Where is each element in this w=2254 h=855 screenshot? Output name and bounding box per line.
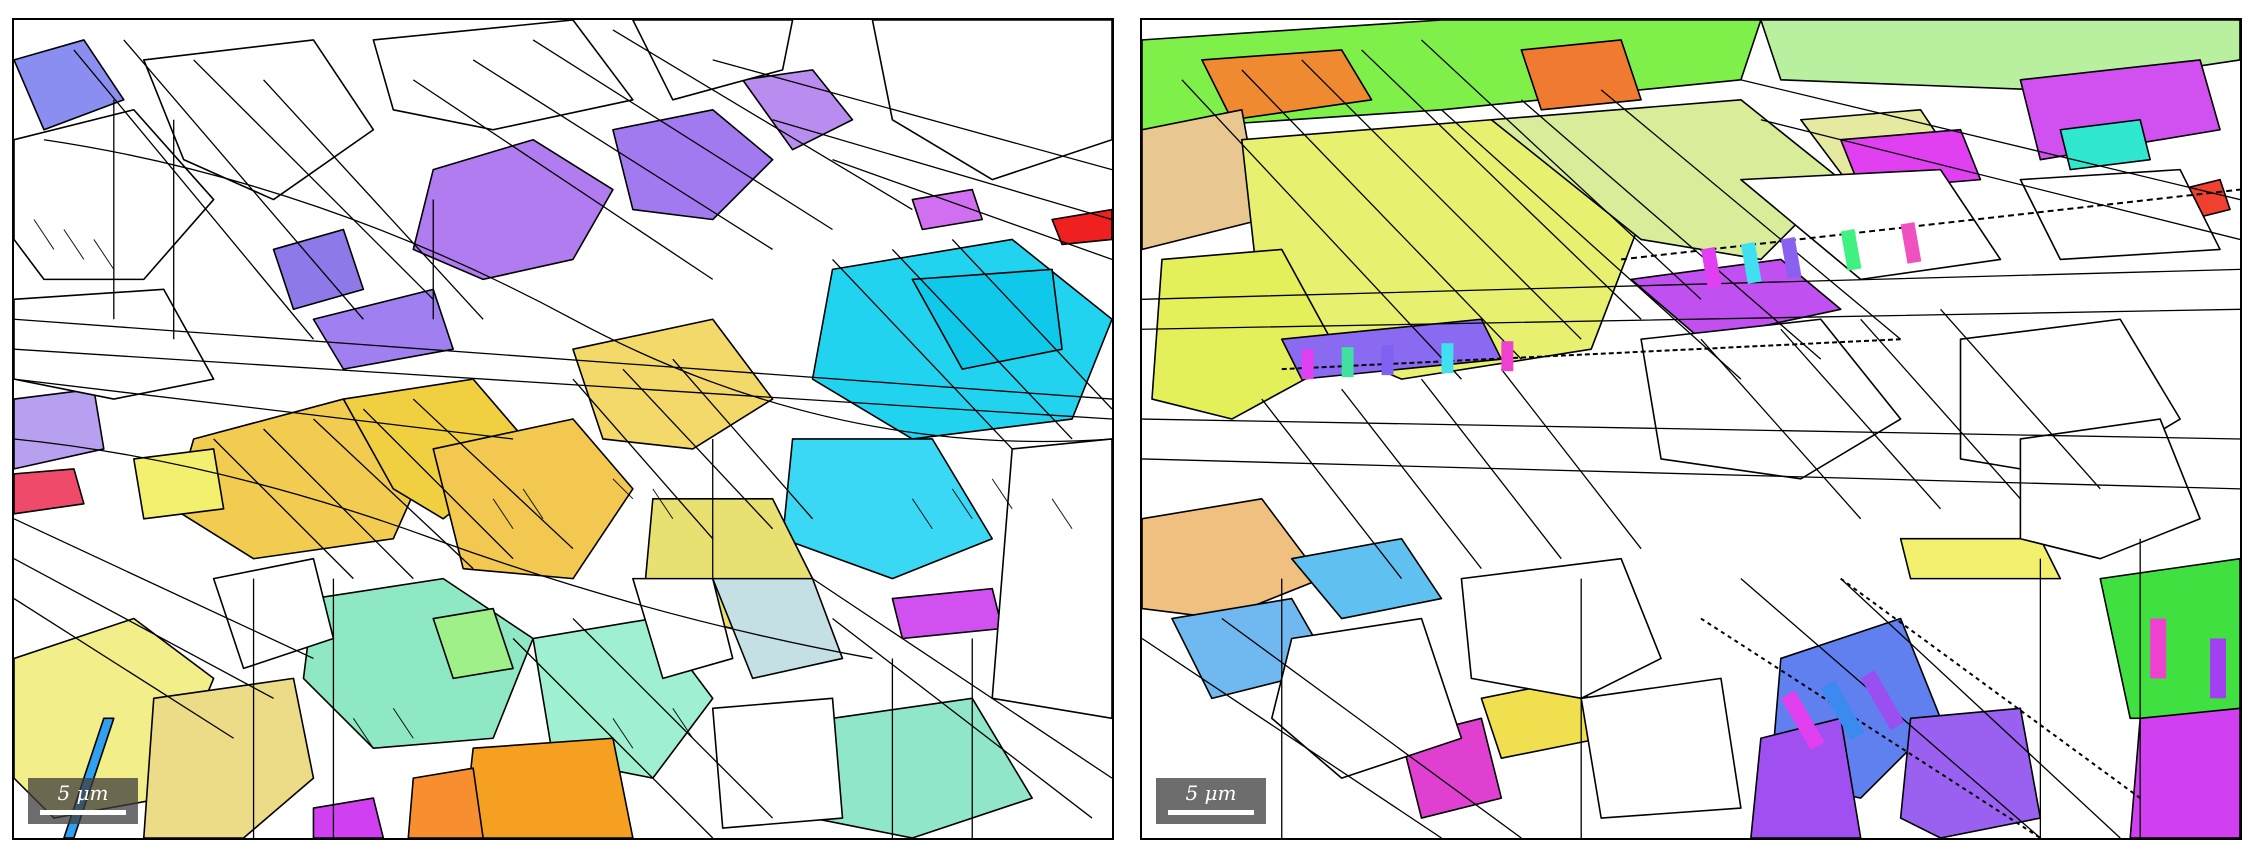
grain [911, 188, 984, 231]
grain [312, 288, 454, 370]
grain [14, 388, 105, 470]
grain [462, 737, 634, 838]
grain [871, 20, 1112, 181]
grain [14, 468, 85, 515]
lamella [1501, 341, 1514, 372]
scale-bar-label: 5 μm [1185, 781, 1237, 805]
grain [407, 767, 484, 838]
lamella [2150, 618, 2167, 679]
grain [891, 587, 1003, 640]
grain [1899, 537, 2062, 580]
scale-bar-line [1168, 810, 1254, 815]
grain [2019, 418, 2201, 560]
scale-bar: 5 μm [28, 778, 138, 824]
grain [991, 438, 1112, 720]
scale-bar: 5 μm [1156, 778, 1266, 824]
grain [2059, 118, 2151, 171]
lamella [1820, 680, 1865, 741]
grain-map-right [1142, 20, 2240, 838]
scale-bar-line [40, 810, 126, 815]
grain [1051, 208, 1112, 246]
lamella [1780, 690, 1825, 751]
grain [1740, 168, 2002, 281]
lamella [1860, 670, 1905, 731]
lamella [1740, 242, 1762, 284]
grain [1290, 537, 1443, 620]
grain [1142, 498, 1323, 620]
lamella [2180, 628, 2197, 689]
grain [711, 697, 844, 829]
grain [632, 577, 734, 680]
grain [781, 438, 994, 580]
grain [1520, 39, 1642, 111]
grain [1142, 108, 1263, 251]
grain [1640, 318, 1902, 480]
grain [1460, 557, 1662, 700]
grain-map-left [14, 20, 1112, 838]
grain [1899, 707, 2042, 838]
grain [372, 20, 634, 131]
lamella [2210, 638, 2227, 699]
grain [312, 797, 385, 838]
lamella [1900, 222, 1922, 264]
grain [412, 138, 614, 281]
grain [612, 108, 774, 221]
grain [432, 607, 514, 680]
lamella [1780, 237, 1802, 279]
lamella [1700, 247, 1722, 289]
grain [1270, 617, 1463, 779]
grain [711, 577, 844, 680]
grain [14, 288, 215, 400]
lamella [1301, 349, 1314, 380]
grain [2129, 707, 2240, 838]
grain [911, 268, 1063, 370]
lamella [1441, 343, 1454, 374]
grain [272, 228, 365, 311]
grain [811, 697, 1033, 838]
grain [1580, 677, 1742, 819]
lamella [1840, 229, 1862, 271]
lamella [1381, 345, 1394, 376]
grain [14, 39, 125, 131]
grain [572, 318, 774, 450]
grain [142, 39, 375, 201]
orientation-map-right: 5 μm [1140, 18, 2242, 840]
lamella [1341, 347, 1354, 378]
grain [1201, 49, 1373, 121]
grain [741, 69, 854, 151]
grain [2019, 168, 2221, 261]
scale-bar-label: 5 μm [57, 781, 109, 805]
grain [1151, 248, 1343, 420]
grain [142, 677, 315, 838]
orientation-map-left: 5 μm [12, 18, 1114, 840]
grain [132, 448, 225, 520]
grain [432, 418, 634, 580]
grain [2099, 557, 2240, 720]
